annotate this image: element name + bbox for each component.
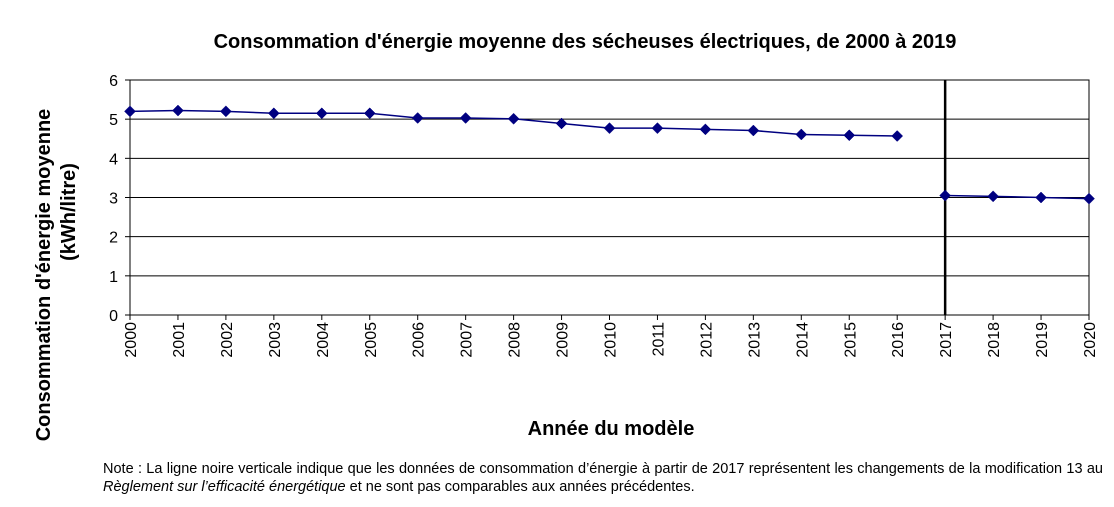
x-tick-label: 2007 xyxy=(459,322,476,358)
data-point-marker xyxy=(220,105,232,118)
x-tick-label: 2019 xyxy=(1034,322,1051,358)
data-point-marker xyxy=(267,107,280,120)
footnote-text-start: Note : La ligne noire verticale indique … xyxy=(103,461,1103,477)
x-tick-label: 2003 xyxy=(267,322,284,358)
series-markers xyxy=(124,104,1095,205)
data-point-marker xyxy=(1083,192,1095,205)
x-tick-label: 2020 xyxy=(1082,322,1099,358)
y-axis-title-line-2: (kWh/litre) xyxy=(58,163,80,261)
data-point-marker xyxy=(555,117,568,130)
y-axis-title: Consommation d'énergie moyenne (kWh/litr… xyxy=(33,109,80,442)
x-tick-label: 2013 xyxy=(746,322,763,358)
y-axis-title-line-1: Consommation d'énergie moyenne xyxy=(33,109,55,442)
line-chart: Consommation d'énergie moyenne des séche… xyxy=(33,31,1099,442)
y-tick-label: 4 xyxy=(109,151,118,168)
series-line-segment xyxy=(945,194,1090,200)
data-point-marker xyxy=(1035,191,1047,204)
x-tick-label: 2009 xyxy=(555,322,572,358)
x-tick-label: 2011 xyxy=(650,322,667,357)
data-point-marker xyxy=(507,112,520,125)
x-axis-title: Année du modèle xyxy=(528,418,695,440)
y-tick-label: 2 xyxy=(109,230,118,247)
y-tick-label: 0 xyxy=(109,308,118,325)
data-point-marker xyxy=(315,107,328,120)
y-tick-label: 1 xyxy=(109,269,118,286)
data-point-marker xyxy=(987,190,999,203)
footnote: Note : La ligne noire verticale indique … xyxy=(103,460,1103,496)
footnote-text-end: et ne sont pas comparables aux années pr… xyxy=(345,479,695,495)
data-point-marker xyxy=(699,123,712,136)
data-point-marker xyxy=(843,129,856,142)
x-tick-label: 2001 xyxy=(171,322,188,358)
x-tick-label: 2008 xyxy=(507,322,524,358)
y-axis-ticks: 0 1 2 3 4 5 6 xyxy=(109,73,130,325)
data-point-marker xyxy=(411,112,424,124)
y-tick-label: 3 xyxy=(109,191,118,208)
y-tick-label: 5 xyxy=(109,112,118,129)
y-tick-label: 6 xyxy=(109,73,118,90)
x-axis-ticks: 2000 2001 2002 2003 2004 2005 2006 2007 2008 2009… xyxy=(123,315,1099,358)
data-point-marker xyxy=(891,130,904,142)
x-tick-label: 2014 xyxy=(794,322,811,358)
x-tick-label: 2016 xyxy=(890,322,907,358)
data-point-marker xyxy=(172,104,184,117)
x-tick-label: 2005 xyxy=(363,322,380,358)
x-tick-label: 2004 xyxy=(315,322,332,358)
chart-title: Consommation d'énergie moyenne des séche… xyxy=(214,31,957,53)
data-point-marker xyxy=(363,107,376,120)
data-point-marker xyxy=(603,122,616,135)
x-tick-label: 2002 xyxy=(219,322,236,358)
grid-lines xyxy=(130,118,1089,277)
footnote-regulation-title: Règlement sur l’efficacité énergétique xyxy=(103,479,346,495)
data-point-marker xyxy=(651,122,664,135)
data-point-marker xyxy=(747,124,760,137)
x-tick-label: 2017 xyxy=(938,322,955,358)
x-tick-label: 2012 xyxy=(698,322,715,358)
data-point-marker xyxy=(459,112,472,124)
x-tick-label: 2015 xyxy=(842,322,859,358)
x-tick-label: 2006 xyxy=(411,322,428,358)
x-tick-label: 2000 xyxy=(123,322,140,358)
x-tick-label: 2018 xyxy=(986,322,1003,358)
data-point-marker xyxy=(124,105,136,118)
data-point-marker xyxy=(795,128,808,141)
x-tick-label: 2010 xyxy=(603,322,620,358)
data-point-marker xyxy=(939,189,952,202)
